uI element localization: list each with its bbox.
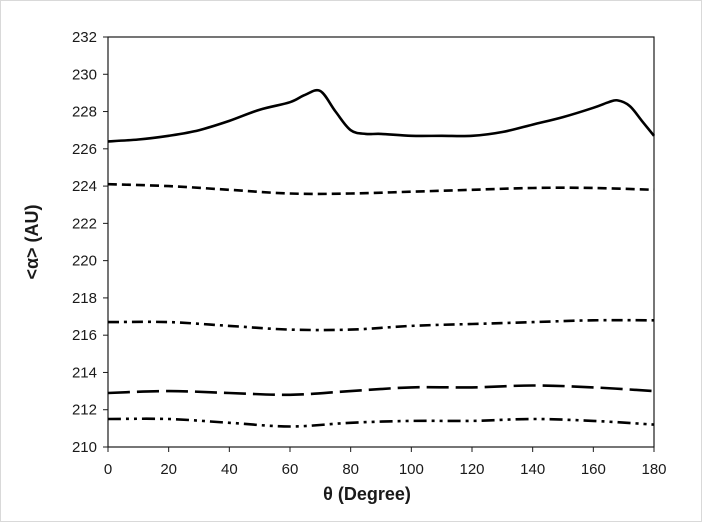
x-tick-label: 0 [104, 461, 112, 478]
x-tick-label: 160 [581, 461, 606, 478]
y-tick-label: 228 [72, 104, 97, 121]
series-line-2-dash [107, 182, 655, 196]
x-axis-title: θ (Degree) [323, 484, 411, 504]
x-tick-label: 100 [399, 461, 424, 478]
y-tick-label: 210 [72, 439, 97, 456]
x-axis-ticks: 0 20 40 60 80 100 120 140 160 180 [104, 447, 667, 478]
y-tick-label: 214 [72, 364, 97, 381]
y-tick-label: 222 [72, 215, 97, 232]
y-axis-title: <α> (AU) [22, 204, 42, 279]
y-tick-label: 212 [72, 402, 97, 419]
series-line-1-solid [107, 88, 656, 143]
plot-area [107, 36, 655, 448]
x-tick-label: 80 [342, 461, 359, 478]
x-tick-label: 40 [221, 461, 238, 478]
y-tick-label: 230 [72, 66, 97, 83]
x-tick-label: 140 [520, 461, 545, 478]
y-axis-ticks: 210 212 214 216 218 220 222 224 226 228 230 232 [72, 29, 108, 456]
y-tick-label: 218 [72, 290, 97, 307]
x-tick-label: 20 [160, 461, 177, 478]
y-tick-label: 220 [72, 253, 97, 270]
x-tick-label: 180 [641, 461, 666, 478]
x-tick-label: 120 [459, 461, 484, 478]
series-line-4-long-dash [107, 384, 655, 397]
series-group [107, 88, 656, 428]
y-tick-label: 224 [72, 178, 97, 195]
series-line-3-dash-dot [107, 318, 655, 332]
x-tick-label: 60 [282, 461, 299, 478]
y-tick-label: 226 [72, 141, 97, 158]
y-tick-label: 216 [72, 327, 97, 344]
y-tick-label: 232 [72, 29, 97, 46]
series-line-5-dash-dot-dot [107, 417, 655, 428]
